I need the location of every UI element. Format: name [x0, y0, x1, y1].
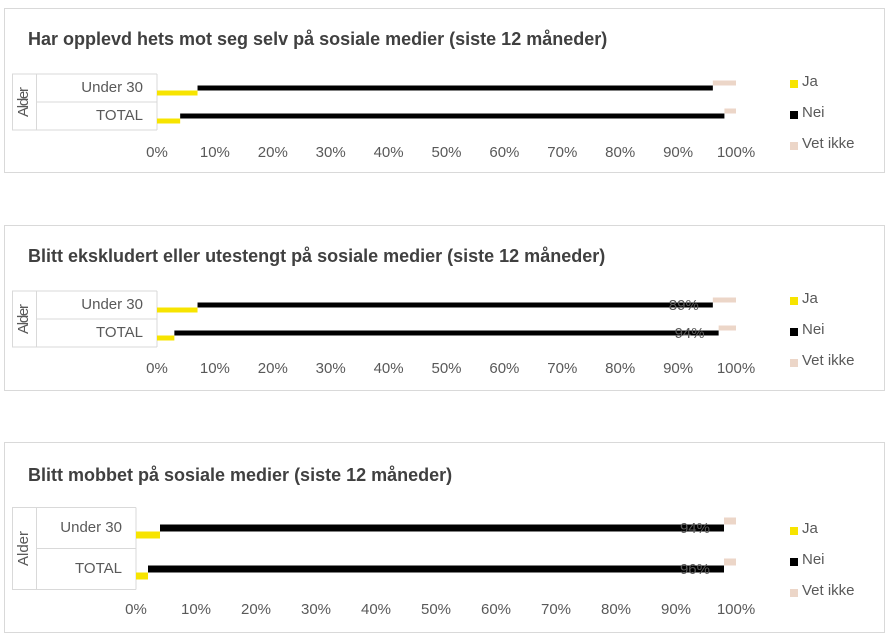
legend-swatch — [790, 328, 798, 336]
legend-label: Vet ikke — [802, 582, 855, 599]
x-tick-label: 0% — [146, 144, 168, 161]
legend-swatch — [790, 297, 798, 305]
bar-segment — [180, 113, 725, 119]
group-label: Alder — [15, 304, 32, 334]
legend-label: Nei — [802, 321, 825, 338]
x-tick-label: 80% — [605, 144, 635, 161]
legend-label: Nei — [802, 551, 825, 568]
chart: Blitt ekskludert eller utestengt på sosi… — [4, 225, 885, 391]
group-label: Alder — [15, 87, 32, 117]
x-tick-label: 100% — [717, 144, 755, 161]
x-tick-label: 50% — [431, 360, 461, 377]
chart: Blitt mobbet på sosiale medier (siste 12… — [4, 442, 885, 633]
legend-swatch — [790, 142, 798, 150]
x-tick-label: 90% — [661, 601, 691, 618]
bar-segment — [136, 572, 148, 580]
legend-swatch — [790, 80, 798, 88]
category-label: TOTAL — [75, 560, 122, 577]
x-tick-label: 100% — [717, 360, 755, 377]
value-label: 94% — [675, 325, 705, 342]
x-tick-label: 90% — [663, 360, 693, 377]
x-tick-label: 10% — [200, 144, 230, 161]
x-tick-label: 20% — [258, 144, 288, 161]
bar-segment — [712, 80, 736, 86]
bar-segment — [712, 297, 736, 303]
category-label: Under 30 — [81, 79, 143, 96]
chart-frame — [4, 225, 885, 391]
x-tick-label: 40% — [374, 360, 404, 377]
bar-segment — [136, 531, 160, 539]
legend-label: Vet ikke — [802, 135, 855, 152]
x-tick-label: 40% — [361, 601, 391, 618]
legend-swatch — [790, 359, 798, 367]
x-tick-label: 10% — [181, 601, 211, 618]
bar-segment — [197, 85, 713, 91]
x-tick-label: 80% — [605, 360, 635, 377]
legend-label: Nei — [802, 104, 825, 121]
x-tick-label: 60% — [489, 360, 519, 377]
x-tick-label: 30% — [316, 360, 346, 377]
chart-title: Har opplevd hets mot seg selv på sosiale… — [28, 29, 607, 49]
value-label: 94% — [680, 520, 710, 537]
x-tick-label: 90% — [663, 144, 693, 161]
bar-segment — [718, 325, 736, 331]
x-tick-label: 0% — [146, 360, 168, 377]
bar-segment — [157, 90, 198, 96]
legend-swatch — [790, 111, 798, 119]
x-tick-label: 60% — [481, 601, 511, 618]
bar-segment — [724, 108, 736, 114]
bar-segment — [174, 330, 719, 336]
x-tick-label: 50% — [431, 144, 461, 161]
bar-segment — [724, 558, 736, 566]
category-label: TOTAL — [96, 324, 143, 341]
x-tick-label: 30% — [301, 601, 331, 618]
x-tick-label: 70% — [547, 144, 577, 161]
x-tick-label: 50% — [421, 601, 451, 618]
x-tick-label: 0% — [125, 601, 147, 618]
bar-segment — [197, 302, 713, 308]
x-tick-label: 40% — [374, 144, 404, 161]
legend-label: Ja — [802, 73, 819, 90]
bar-segment — [157, 307, 198, 313]
value-label: 96% — [680, 561, 710, 578]
bar-segment — [157, 118, 181, 124]
x-tick-label: 60% — [489, 144, 519, 161]
category-label: TOTAL — [96, 107, 143, 124]
legend-label: Vet ikke — [802, 352, 855, 369]
legend-swatch — [790, 527, 798, 535]
legend-label: Ja — [802, 290, 819, 307]
value-label: 89% — [669, 297, 699, 314]
bar-segment — [160, 524, 724, 532]
legend-swatch — [790, 558, 798, 566]
x-tick-label: 100% — [717, 601, 755, 618]
bar-segment — [157, 335, 175, 341]
legend-swatch — [790, 589, 798, 597]
legend-label: Ja — [802, 520, 819, 537]
x-tick-label: 80% — [601, 601, 631, 618]
x-tick-label: 70% — [541, 601, 571, 618]
x-tick-label: 20% — [258, 360, 288, 377]
bar-segment — [724, 517, 736, 525]
category-label: Under 30 — [60, 519, 122, 536]
x-tick-label: 10% — [200, 360, 230, 377]
category-label: Under 30 — [81, 296, 143, 313]
x-tick-label: 30% — [316, 144, 346, 161]
group-label: Alder — [15, 531, 32, 566]
x-tick-label: 70% — [547, 360, 577, 377]
chart: Har opplevd hets mot seg selv på sosiale… — [4, 8, 885, 173]
x-tick-label: 20% — [241, 601, 271, 618]
chart-title: Blitt mobbet på sosiale medier (siste 12… — [28, 465, 452, 485]
chart-title: Blitt ekskludert eller utestengt på sosi… — [28, 246, 605, 266]
bar-segment — [148, 565, 724, 573]
